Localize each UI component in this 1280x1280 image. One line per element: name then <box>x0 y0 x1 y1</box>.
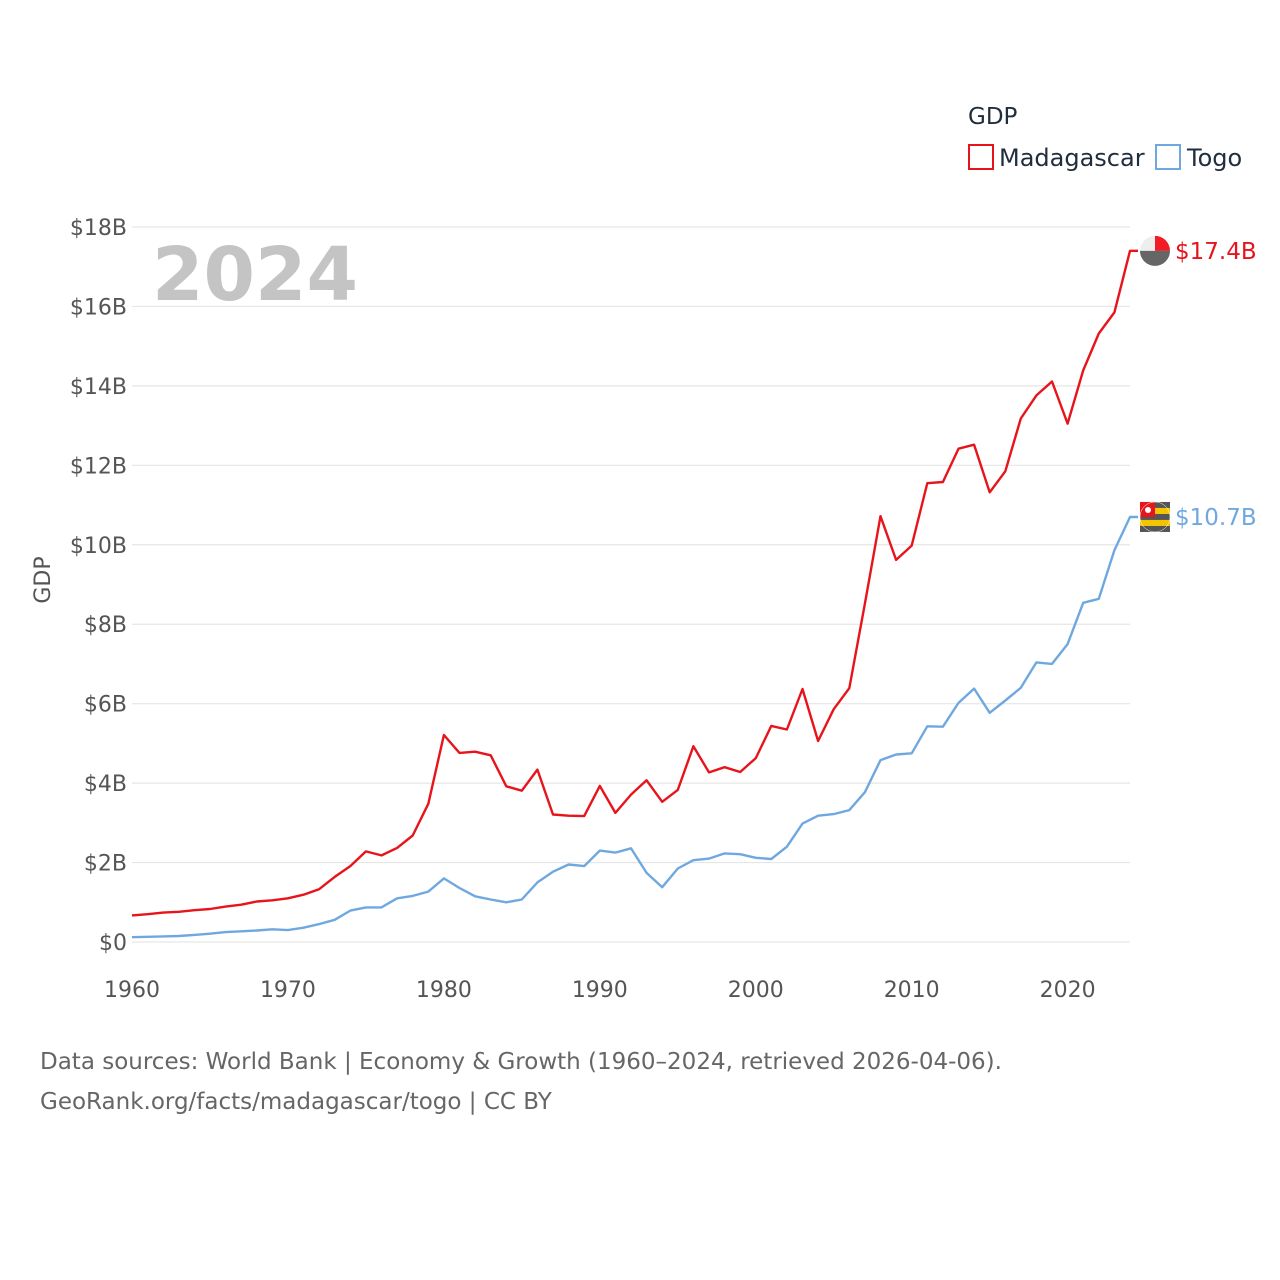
y-tick-label: $4B <box>84 772 127 797</box>
x-axis-ticks: 1960 1970 1980 1990 2000 2010 2020 <box>104 978 1096 1003</box>
x-tick-label: 1980 <box>416 978 472 1003</box>
legend-swatch-togo[interactable] <box>1155 144 1181 170</box>
series-lines <box>131 249 1138 939</box>
y-tick-label: $14B <box>70 375 127 400</box>
legend: GDP Madagascar Togo <box>968 104 1242 172</box>
series-end-markers: $17.4B $10.7B <box>1139 235 1257 533</box>
y-tick-label: $10B <box>70 534 127 559</box>
y-tick-label: $18B <box>70 216 127 241</box>
x-tick-label: 2010 <box>884 978 940 1003</box>
x-tick-label: 2000 <box>728 978 784 1003</box>
x-tick-label: 1960 <box>104 978 160 1003</box>
legend-title: GDP <box>968 104 1018 130</box>
y-tick-label: $2B <box>84 852 127 877</box>
footer: Data sources: World Bank | Economy & Gro… <box>40 1042 1240 1122</box>
series-line-togo[interactable] <box>131 515 1138 939</box>
y-tick-label: $8B <box>84 613 127 638</box>
data-source-note: Data sources: World Bank | Economy & Gro… <box>40 1049 1002 1075</box>
x-tick-label: 1970 <box>260 978 316 1003</box>
end-value-label-togo: $10.7B <box>1175 505 1257 531</box>
y-tick-label: $6B <box>84 693 127 718</box>
end-value-label-madagascar: $17.4B <box>1175 239 1257 265</box>
flag-icon-madagascar <box>1140 235 1171 266</box>
flag-icon-togo <box>1139 501 1171 533</box>
x-tick-label: 1990 <box>572 978 628 1003</box>
gdp-line-chart: $0$2B$4B$6B$8B$10B$12B$14B$16B$18B 1960 1… <box>31 104 1257 1003</box>
y-tick-label: $16B <box>70 295 127 320</box>
x-tick-label: 2020 <box>1040 978 1096 1003</box>
year-label: 2024 <box>152 232 358 318</box>
source-link[interactable]: GeoRank.org/facts/madagascar/togo | CC B… <box>40 1089 552 1115</box>
series-line-madagascar[interactable] <box>131 249 1138 917</box>
legend-label-madagascar[interactable]: Madagascar <box>999 144 1145 172</box>
y-tick-label: $12B <box>70 454 127 479</box>
gridlines <box>132 226 1130 943</box>
y-axis-ticks: $0 $2B $4B $6B $8B $10B $12B $14B $16B $18B <box>70 216 127 956</box>
legend-label-togo[interactable]: Togo <box>1186 144 1242 172</box>
legend-swatch-madagascar[interactable] <box>968 144 994 170</box>
y-axis-title: GDP <box>31 556 56 603</box>
y-tick-label: $0 <box>99 931 127 956</box>
